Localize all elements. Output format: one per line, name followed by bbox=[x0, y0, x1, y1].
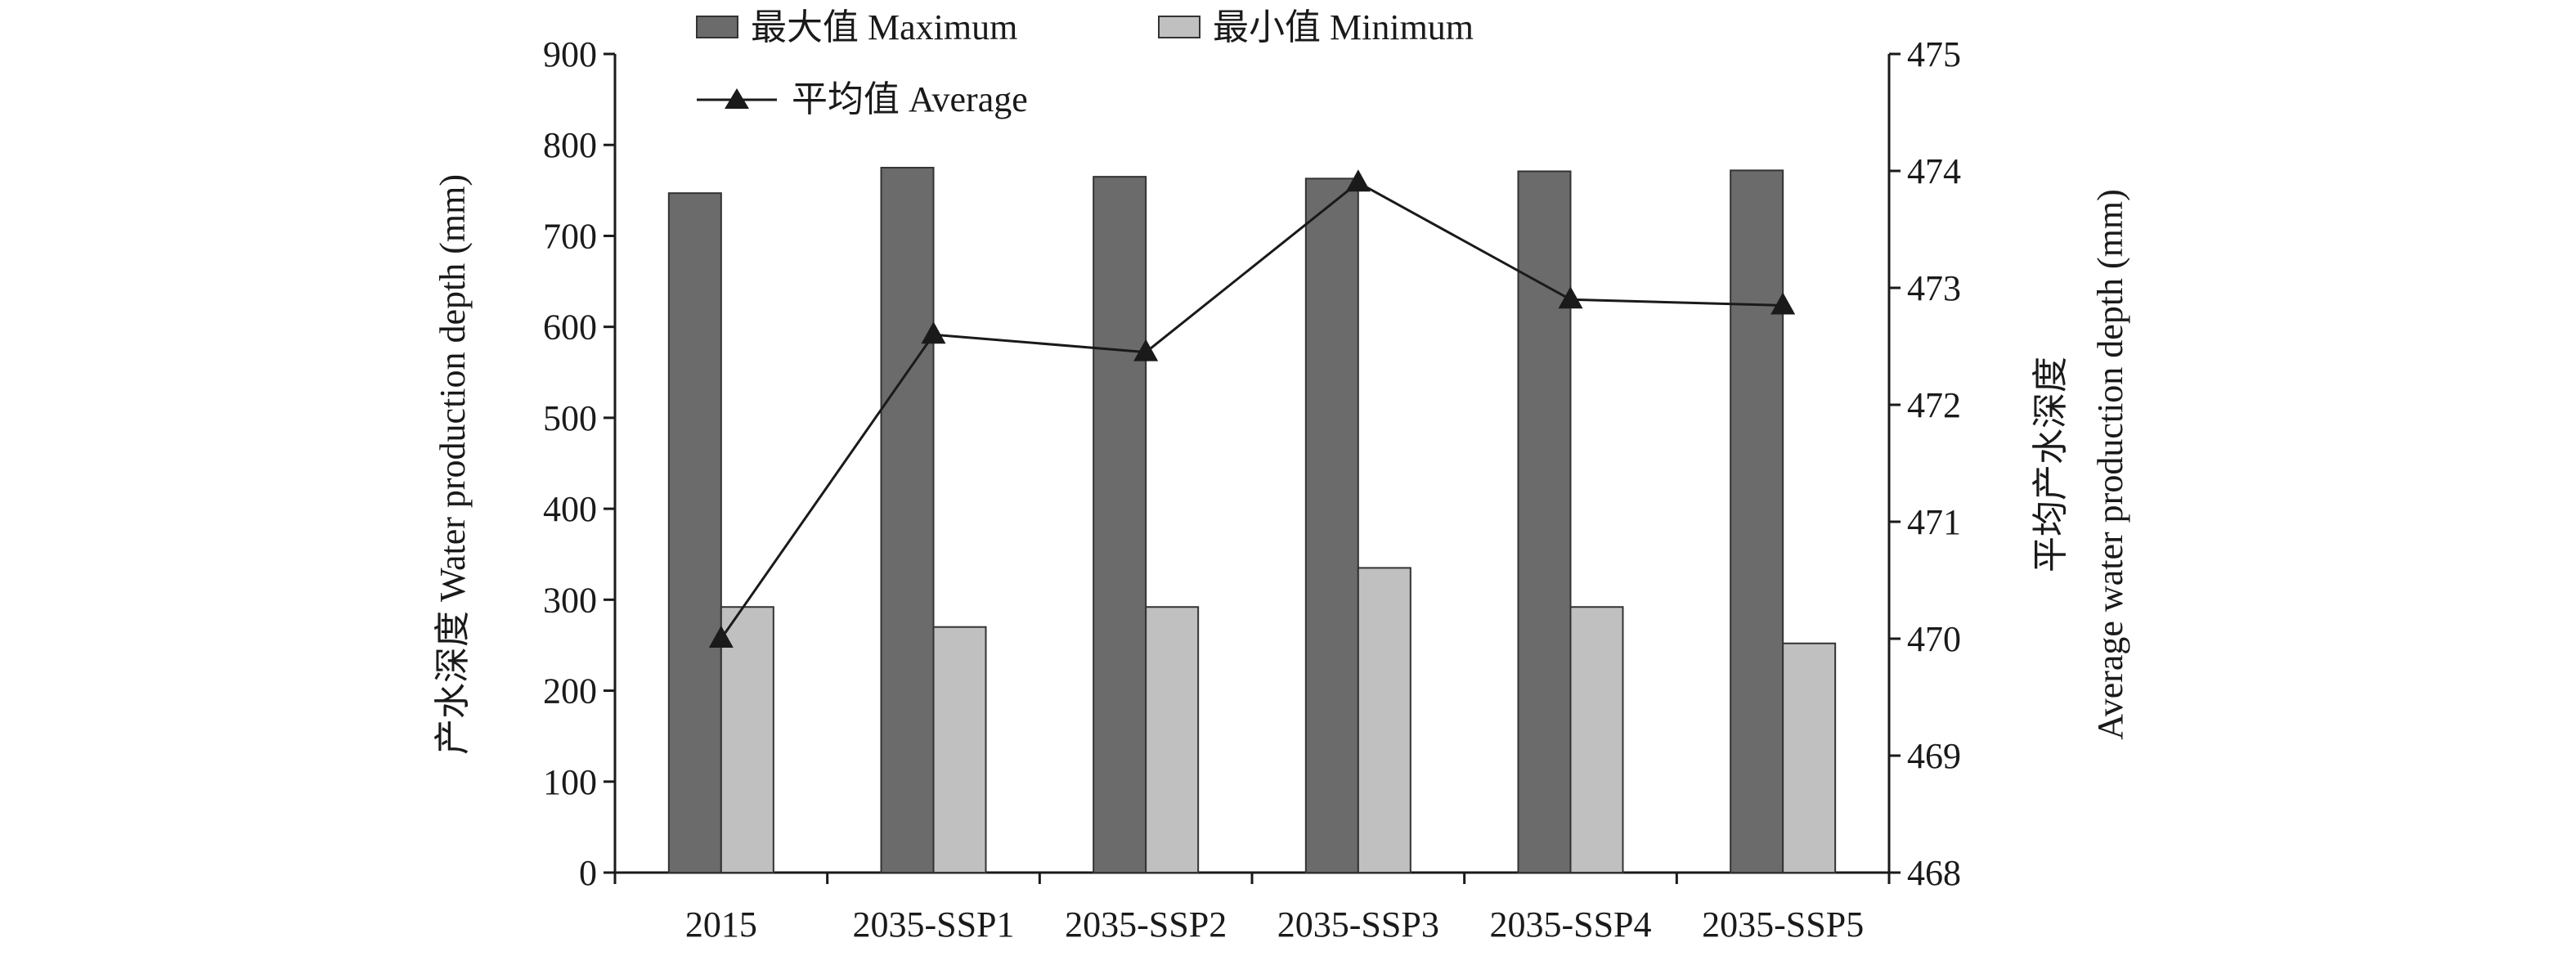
left-tick-label: 500 bbox=[543, 398, 597, 438]
right-tick-label: 475 bbox=[1907, 34, 1961, 74]
left-tick-label: 800 bbox=[543, 125, 597, 165]
legend-swatch-minimum bbox=[1158, 16, 1200, 38]
average-point bbox=[1345, 169, 1371, 192]
bar-maximum bbox=[1093, 176, 1147, 873]
bar-minimum bbox=[1782, 642, 1837, 873]
bar-maximum bbox=[1517, 170, 1572, 873]
x-tick-label: 2035-SSP1 bbox=[852, 904, 1014, 945]
average-line bbox=[720, 181, 1784, 640]
left-tick-label: 100 bbox=[543, 762, 597, 802]
bar-minimum bbox=[1357, 567, 1411, 874]
average-point bbox=[708, 626, 734, 648]
legend-label-maximum: 最大值 Maximum bbox=[751, 7, 1017, 47]
bars-group bbox=[667, 167, 1837, 874]
x-axis-ticks: 2015 2035-SSP1 2035-SSP2 2035-SSP3 2035-SSP4… bbox=[613, 873, 1891, 945]
average-line-group bbox=[708, 169, 1796, 648]
legend-label-average: 平均值 Average bbox=[792, 79, 1028, 119]
bar-maximum bbox=[880, 167, 935, 873]
bar-minimum bbox=[932, 626, 987, 873]
x-tick-label: 2035-SSP4 bbox=[1489, 904, 1651, 945]
left-tick-label: 600 bbox=[543, 307, 597, 348]
bar-maximum bbox=[1730, 169, 1784, 873]
bar-minimum bbox=[1145, 606, 1200, 874]
legend-marker-average bbox=[725, 88, 749, 109]
right-tick-label: 471 bbox=[1907, 502, 1961, 542]
right-axis-ticks: 468 469 470 471 472 473 474 475 bbox=[1889, 34, 1961, 893]
x-tick-label: 2035-SSP2 bbox=[1065, 904, 1227, 945]
bar-maximum bbox=[667, 192, 722, 874]
right-tick-label: 470 bbox=[1907, 619, 1961, 659]
bar-maximum bbox=[1304, 177, 1359, 873]
left-tick-label: 900 bbox=[543, 34, 597, 74]
x-tick-label: 2035-SSP3 bbox=[1277, 904, 1439, 945]
right-axis-label-line2: Average water production depth (mm) bbox=[2090, 189, 2130, 740]
right-tick-label: 468 bbox=[1907, 853, 1961, 893]
left-tick-label: 0 bbox=[579, 853, 597, 893]
average-point bbox=[921, 321, 946, 344]
right-tick-label: 472 bbox=[1907, 385, 1961, 425]
legend: 最大值 Maximum 最小值 Minimum 平均值 Average bbox=[696, 7, 1474, 119]
bar-minimum bbox=[1569, 606, 1624, 874]
x-tick-label: 2015 bbox=[685, 904, 757, 945]
legend-swatch-maximum bbox=[696, 16, 738, 38]
left-tick-label: 200 bbox=[543, 671, 597, 711]
right-tick-label: 469 bbox=[1907, 736, 1961, 776]
bar-minimum bbox=[720, 606, 774, 874]
legend-label-minimum: 最小值 Minimum bbox=[1213, 7, 1474, 47]
average-point bbox=[1558, 286, 1583, 309]
left-tick-label: 300 bbox=[543, 580, 597, 620]
plot-frame bbox=[613, 54, 1891, 874]
right-tick-label: 473 bbox=[1907, 268, 1961, 308]
average-point bbox=[1133, 339, 1159, 361]
right-tick-label: 474 bbox=[1907, 151, 1961, 191]
left-tick-label: 700 bbox=[543, 216, 597, 256]
left-axis-label: 产水深度 Water production depth (mm) bbox=[433, 174, 473, 755]
right-axis-label-line1: 平均产水深度 bbox=[2031, 357, 2071, 572]
average-point bbox=[1770, 292, 1796, 315]
left-tick-label: 400 bbox=[543, 489, 597, 529]
left-axis-ticks: 0 100 200 300 400 500 600 700 800 900 bbox=[543, 34, 615, 893]
x-tick-label: 2035-SSP5 bbox=[1702, 904, 1864, 945]
